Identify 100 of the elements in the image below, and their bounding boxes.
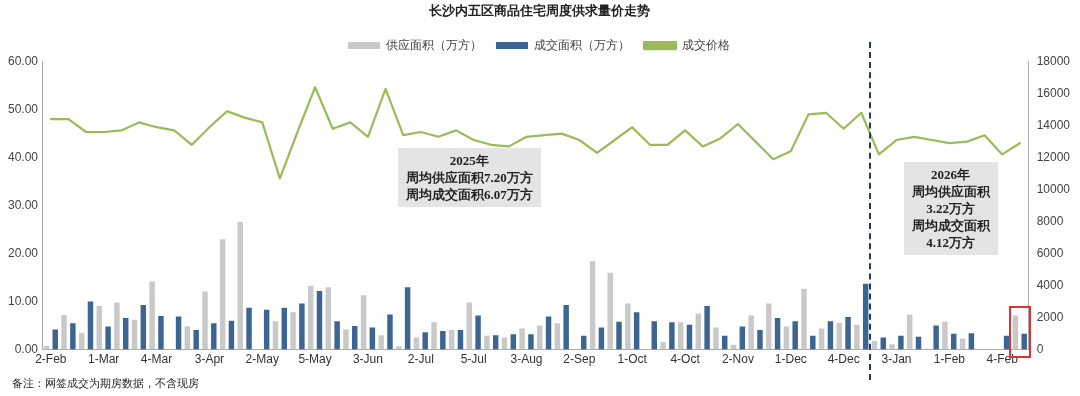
bar xyxy=(272,321,279,350)
y2-tick-label: 4000 xyxy=(1036,277,1064,292)
bar xyxy=(140,304,147,350)
bar xyxy=(219,239,226,350)
bar xyxy=(378,335,384,350)
bar xyxy=(96,305,103,350)
y-tick-label: 30.00 xyxy=(8,197,39,212)
x-tick-label: 3-Jun xyxy=(352,352,383,367)
bar xyxy=(633,312,640,350)
x-tick-label: 1-Oct xyxy=(617,352,648,367)
bar xyxy=(114,302,120,350)
annotation: 周均成交面积 xyxy=(911,217,990,235)
bar xyxy=(52,329,58,350)
annotation: 周均成交面积6.07万方 xyxy=(405,186,533,203)
bar xyxy=(748,315,754,350)
bar xyxy=(299,303,305,350)
bar xyxy=(61,315,67,350)
annotation: 2025年 xyxy=(448,152,490,169)
bar xyxy=(757,329,763,350)
bar xyxy=(625,303,631,350)
y-tick-label: 20.00 xyxy=(8,245,39,260)
bar xyxy=(149,281,155,350)
bar xyxy=(343,329,349,350)
bar xyxy=(431,322,437,350)
bar xyxy=(334,321,340,350)
annotation: 2026年 xyxy=(930,166,972,184)
bar xyxy=(281,307,288,350)
x-tick-label: 4-Dec xyxy=(827,352,860,367)
bar xyxy=(792,321,798,350)
x-tick-label: 2-Nov xyxy=(721,352,754,367)
legend-label: 供应面积（万方） xyxy=(386,37,482,52)
y2-tick-label: 14000 xyxy=(1036,117,1071,132)
bar xyxy=(589,261,596,350)
bar xyxy=(774,317,781,350)
bar xyxy=(475,315,481,350)
bar xyxy=(175,316,182,350)
bar xyxy=(290,312,296,350)
bar xyxy=(307,285,314,350)
y2-tick-label: 16000 xyxy=(1036,85,1071,100)
x-tick-label: 3-Jan xyxy=(881,352,912,367)
y-tick-label: 60.00 xyxy=(8,53,39,68)
x-tick-label: 1-Dec xyxy=(774,352,807,367)
x-tick-label: 2-May xyxy=(245,352,279,367)
bar xyxy=(70,323,76,350)
bar xyxy=(862,283,869,350)
bar xyxy=(122,317,129,350)
bar xyxy=(325,287,332,350)
text: 备注：网签成交为期房数据，不含现房 xyxy=(12,376,199,391)
bar xyxy=(193,329,199,350)
annotation: 4.12万方 xyxy=(925,234,976,252)
bar xyxy=(528,334,534,350)
bar xyxy=(87,301,94,350)
bar xyxy=(801,288,807,350)
annotation: 周均供应面积7.20万方 xyxy=(405,169,533,186)
x-tick-label: 5-Jul xyxy=(460,352,487,367)
bar xyxy=(713,327,719,350)
y-tick-label: 50.00 xyxy=(8,101,39,116)
bar xyxy=(942,321,948,350)
bar xyxy=(968,333,975,350)
annotation: 周均供应面积 xyxy=(911,183,990,201)
bar xyxy=(616,321,622,350)
bar xyxy=(237,221,243,350)
bar xyxy=(519,328,525,350)
bar xyxy=(818,328,825,350)
legend-label: 成交面积（万方） xyxy=(534,37,630,52)
y2-tick-label: 10000 xyxy=(1036,181,1071,196)
bar xyxy=(854,324,860,350)
bar xyxy=(933,325,939,350)
x-tick-label: 3-Apr xyxy=(194,352,225,367)
bar xyxy=(545,316,552,350)
bar xyxy=(845,316,851,350)
legend-label: 成交价格 xyxy=(682,37,730,52)
y2-tick-label: 2000 xyxy=(1036,309,1064,324)
x-tick-label: 1-Mar xyxy=(88,352,120,367)
chart-title: 长沙内五区商品住宅周度供求量价走势 xyxy=(427,3,650,19)
bar xyxy=(660,341,666,350)
x-tick-label: 2-Sep xyxy=(563,352,596,367)
x-tick-label: 1-Feb xyxy=(933,352,966,367)
bar xyxy=(211,323,217,350)
bar xyxy=(158,316,164,350)
y2-tick-label: 8000 xyxy=(1036,213,1064,228)
annotation: 3.22万方 xyxy=(925,200,976,218)
bar xyxy=(404,287,411,350)
bar xyxy=(827,321,834,350)
y2-tick-label: 6000 xyxy=(1036,245,1064,260)
x-tick-label: 4-Oct xyxy=(670,352,701,367)
x-tick-label: 2-Jul xyxy=(407,352,434,367)
y2-tick-label: 18000 xyxy=(1036,53,1071,68)
bar xyxy=(607,272,613,350)
bar xyxy=(677,322,684,350)
y2-tick-label: 12000 xyxy=(1036,149,1071,164)
y-tick-label: 10.00 xyxy=(8,293,39,308)
bar xyxy=(898,335,904,350)
bar xyxy=(704,305,710,350)
bar xyxy=(651,321,657,350)
x-tick-label: 4-Mar xyxy=(140,352,173,367)
bar xyxy=(889,344,895,350)
bar xyxy=(387,314,393,350)
y2-tick-label: 0 xyxy=(1036,341,1044,356)
bar xyxy=(352,326,358,350)
